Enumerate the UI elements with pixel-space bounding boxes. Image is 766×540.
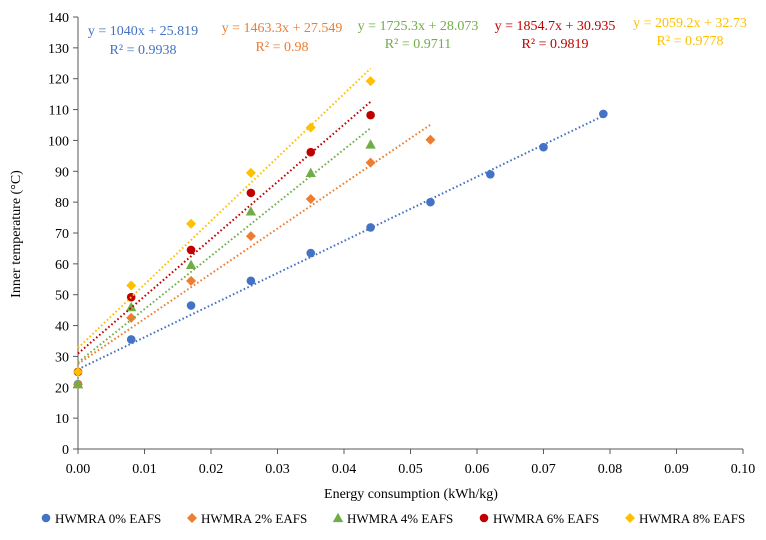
- trend-r2: R² = 0.9778: [657, 34, 724, 49]
- data-point: [245, 167, 256, 178]
- trend-equation: y = 1463.3x + 27.549: [222, 21, 343, 36]
- x-tick-label: 0.01: [132, 462, 157, 477]
- data-point: [305, 122, 316, 133]
- data-point: [186, 245, 196, 255]
- y-tick-label: 110: [49, 104, 69, 119]
- x-tick-label: 0.08: [598, 462, 623, 477]
- data-point: [486, 170, 495, 179]
- y-axis-title: Inner temperature (°C): [9, 170, 24, 298]
- legend-label: HWMRA 0% EAFS: [55, 511, 161, 526]
- x-tick-label: 0.04: [332, 462, 357, 477]
- legend-item-4: HWMRA 8% EAFS: [625, 511, 745, 526]
- data-point: [305, 194, 316, 205]
- data-point: [186, 301, 196, 310]
- trendline: [77, 123, 432, 365]
- y-tick-label: 70: [55, 227, 69, 242]
- trend-r2: R² = 0.9819: [522, 37, 589, 52]
- data-point: [73, 366, 83, 377]
- data-point: [246, 188, 256, 198]
- data-point: [186, 218, 197, 229]
- x-tick-label: 0.09: [664, 462, 689, 477]
- data-point: [126, 335, 136, 344]
- x-tick-label: 0.06: [465, 462, 490, 477]
- data-point: [126, 312, 137, 323]
- data-point: [366, 223, 375, 232]
- data-point: [185, 259, 197, 269]
- trend-equation: y = 2059.2x + 32.73: [633, 16, 747, 31]
- x-tick-label: 0.02: [199, 462, 224, 477]
- plot-area: 0 10 20 30 40 50 60 70 80 90 100 110 120 130 140 0.00 0.…: [48, 11, 755, 477]
- y-tick-label: 90: [55, 165, 69, 180]
- trendline: [77, 67, 372, 349]
- x-axis-title: Energy consumption (kWh/kg): [324, 487, 498, 502]
- series-1: y = 1463.3x + 27.549 R² = 0.98: [73, 21, 436, 390]
- data-point: [305, 167, 316, 177]
- data-point: [126, 280, 137, 291]
- data-point: [365, 139, 376, 149]
- y-tick-label: 140: [48, 11, 69, 26]
- legend-item-3: HWMRA 6% EAFS: [479, 511, 599, 526]
- y-tick-label: 50: [55, 289, 69, 304]
- data-point: [245, 231, 256, 242]
- legend-label: HWMRA 2% EAFS: [201, 511, 307, 526]
- trendline: [77, 127, 372, 364]
- y-tick-label: 130: [48, 42, 69, 57]
- data-point: [306, 248, 316, 258]
- y-tick-label: 80: [55, 196, 69, 211]
- x-tick-label: 0.00: [66, 462, 91, 477]
- legend-item-1: HWMRA 2% EAFS: [187, 511, 307, 526]
- legend-label: HWMRA 4% EAFS: [347, 511, 453, 526]
- y-tick-label: 0: [62, 443, 69, 458]
- trend-r2: R² = 0.9711: [385, 37, 451, 52]
- trendline: [77, 114, 604, 371]
- legend-marker: [187, 513, 197, 523]
- data-point: [365, 157, 376, 168]
- data-point: [245, 206, 257, 216]
- y-tick-label: 10: [55, 412, 69, 427]
- data-point: [126, 301, 137, 312]
- y-tick-label: 40: [55, 320, 69, 335]
- data-point: [539, 142, 548, 152]
- data-point: [426, 197, 435, 207]
- legend: HWMRA 0% EAFS HWMRA 2% EAFS HWMRA 4% EAFS H…: [41, 511, 745, 526]
- y-tick-label: 120: [48, 73, 69, 88]
- legend-label: HWMRA 8% EAFS: [639, 511, 745, 526]
- legend-item-0: HWMRA 0% EAFS: [41, 511, 161, 526]
- data-point: [246, 276, 256, 286]
- x-tick-label: 0.03: [265, 462, 290, 477]
- trend-equation: y = 1854.7x + 30.935: [495, 19, 616, 34]
- legend-marker: [41, 513, 51, 523]
- y-tick-label: 60: [55, 258, 69, 273]
- x-tick-label: 0.05: [398, 462, 423, 477]
- data-point: [365, 76, 376, 87]
- legend-marker: [332, 512, 344, 523]
- legend-marker: [479, 513, 489, 523]
- y-tick-label: 100: [48, 134, 69, 149]
- y-tick-label: 30: [55, 350, 69, 365]
- series-2: y = 1725.3x + 28.073 R² = 0.9711: [72, 19, 479, 389]
- data-point: [186, 275, 197, 286]
- series-0: y = 1040x + 25.819 R² = 0.9938: [73, 24, 608, 389]
- data-point: [425, 134, 436, 145]
- trend-r2: R² = 0.9938: [110, 43, 177, 58]
- data-point: [599, 109, 608, 119]
- series-4: y = 2059.2x + 32.73 R² = 0.9778: [73, 16, 747, 377]
- series-3: y = 1854.7x + 30.935 R² = 0.9819: [73, 19, 616, 377]
- x-tick-label: 0.10: [731, 462, 756, 477]
- legend-item-2: HWMRA 4% EAFS: [332, 511, 453, 526]
- y-tick-label: 20: [55, 381, 69, 396]
- data-point: [306, 147, 316, 157]
- legend-marker: [625, 513, 635, 523]
- data-point: [72, 379, 84, 389]
- trendline: [77, 100, 372, 355]
- trend-r2: R² = 0.98: [256, 40, 309, 55]
- x-tick-label: 0.07: [531, 462, 556, 477]
- trend-equation: y = 1040x + 25.819: [88, 24, 198, 39]
- data-point: [366, 110, 375, 120]
- trend-equation: y = 1725.3x + 28.073: [358, 19, 479, 34]
- legend-label: HWMRA 6% EAFS: [493, 511, 599, 526]
